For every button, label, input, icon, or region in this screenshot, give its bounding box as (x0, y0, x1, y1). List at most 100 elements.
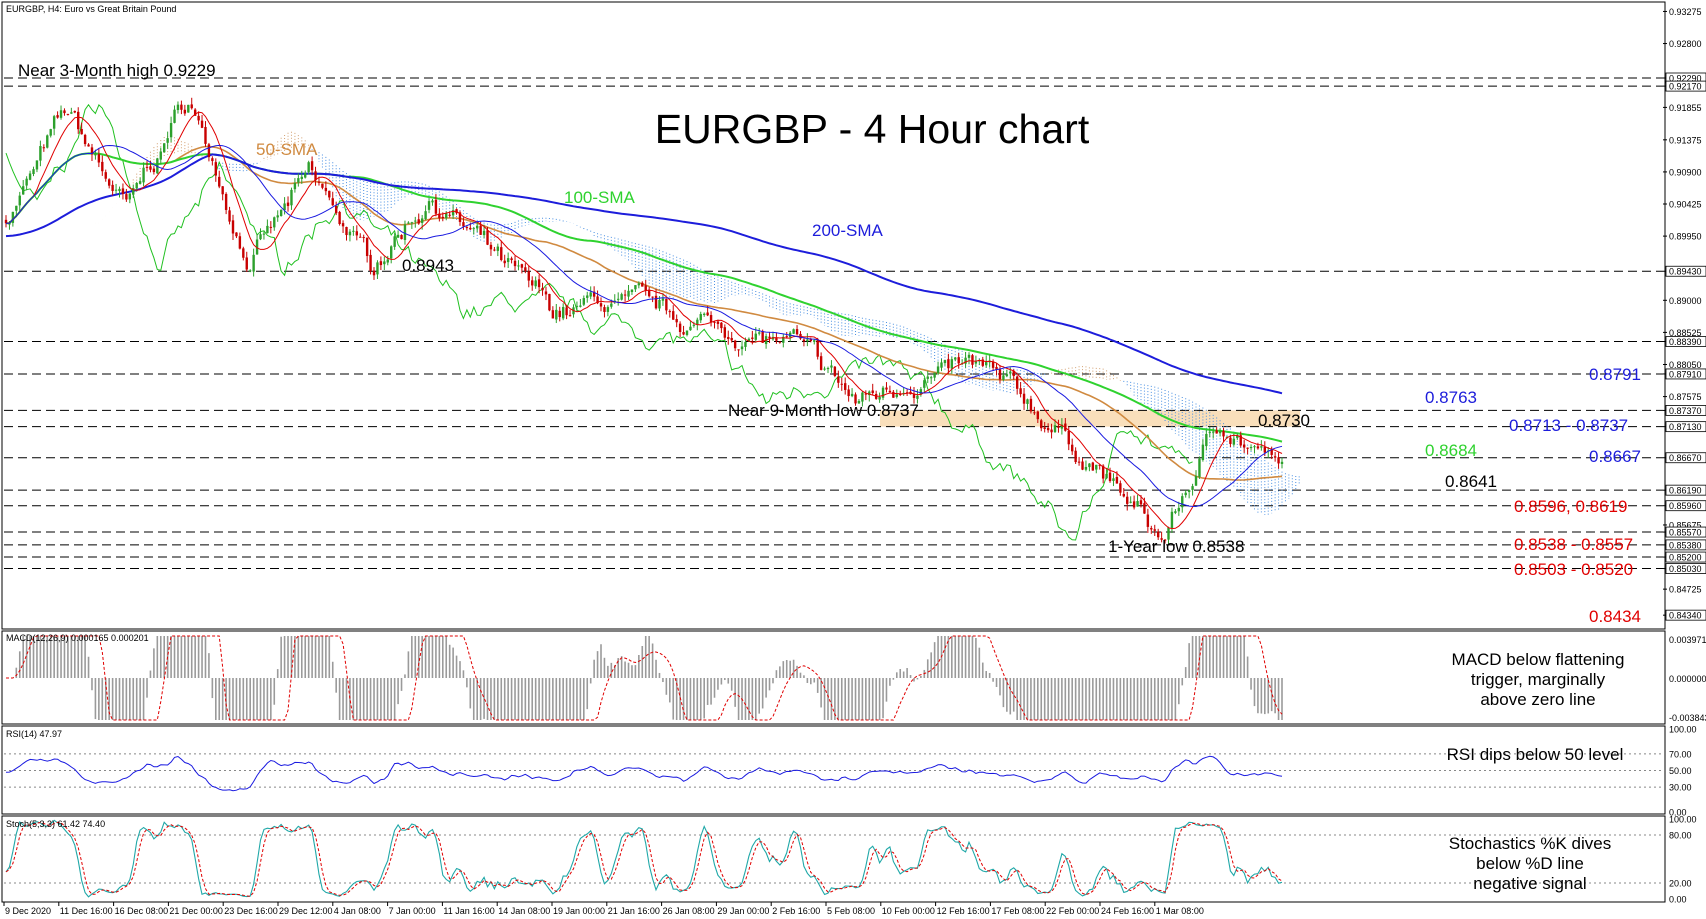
label-08763: 0.8763 (1425, 388, 1477, 407)
candle-body (740, 346, 744, 350)
y-tick-label: 0.85960 (1669, 501, 1702, 511)
candle-body (18, 195, 21, 206)
y-tick-label: 0.84725 (1669, 585, 1702, 595)
candle-body (668, 311, 671, 313)
y-tick-box (1665, 551, 1706, 563)
candle-body (606, 307, 610, 312)
candle-body (290, 189, 293, 206)
y-tick-box (1665, 484, 1706, 496)
candle-body (383, 261, 386, 265)
candle-body (118, 188, 121, 192)
candle-body (42, 147, 46, 149)
candle-body (403, 224, 407, 240)
candle-body (936, 366, 940, 374)
candle-body (974, 361, 978, 364)
candle-body (661, 298, 665, 301)
y-tick-box (1665, 563, 1706, 574)
stoch-d-line (5, 821, 1283, 897)
candle-body (548, 293, 551, 311)
candle-body (362, 237, 365, 239)
candle-body (334, 205, 338, 214)
x-tick-label: 1 Mar 08:00 (1156, 906, 1204, 916)
x-tick-label: 17 Feb 08:00 (991, 906, 1044, 916)
candle-body (15, 205, 18, 211)
candle-body (806, 339, 809, 342)
candle-body (926, 376, 929, 379)
candle-body (1253, 446, 1256, 448)
x-tick-label: 24 Feb 16:00 (1101, 906, 1154, 916)
macd-panel-frame (1, 630, 1666, 725)
candle-body (1019, 388, 1022, 395)
stoch-tick-label: 20.00 (1669, 879, 1692, 889)
y-tick-label: 0.90900 (1669, 167, 1702, 177)
candle-body (954, 357, 957, 360)
candle-body (830, 365, 833, 368)
candle-body (8, 223, 11, 225)
candle-body (304, 172, 307, 178)
candle-body (964, 357, 967, 364)
main-panel-frame (1, 1, 1666, 630)
chikou-path (5, 103, 1193, 541)
candle-body (1229, 437, 1232, 444)
candle-body (245, 257, 248, 270)
x-tick-label: 29 Dec 12:00 (279, 906, 333, 916)
stoch-header: Stoch(5,3,3) 61.42 74.40 (6, 819, 105, 829)
candle-body (1260, 446, 1263, 448)
candle-body (1236, 435, 1239, 438)
candle-body (252, 254, 255, 272)
candle-body (262, 233, 266, 235)
candle-body (1242, 444, 1246, 448)
candle-body (352, 230, 355, 232)
candle-body (1201, 444, 1205, 460)
candle-body (730, 337, 733, 341)
candle-body (589, 292, 592, 297)
candle-body (224, 193, 228, 210)
candle-body (967, 354, 971, 358)
candle-body (888, 390, 892, 393)
candle-body (823, 368, 826, 370)
kijun-line (5, 144, 1283, 508)
candle-body (1156, 531, 1160, 538)
candle-body (28, 173, 32, 180)
candle-body (200, 120, 204, 128)
candle-body (114, 189, 118, 191)
x-tick-label: 12 Feb 16:00 (937, 906, 990, 916)
y-tick-label: 0.93275 (1669, 7, 1702, 17)
candle-body (991, 361, 995, 368)
candle-body (235, 232, 238, 237)
candle-body (39, 146, 42, 161)
candle-body (489, 244, 493, 250)
candle-body (675, 319, 678, 323)
candle-body (376, 262, 379, 275)
candle-body (1136, 501, 1139, 507)
candle-body (410, 222, 414, 224)
candle-body (63, 110, 66, 114)
candle-body (929, 377, 933, 379)
candle-body (895, 394, 898, 397)
candle-body (472, 228, 475, 230)
candle-body (149, 166, 152, 170)
candle-body (500, 247, 503, 261)
candle-body (1194, 475, 1198, 486)
candle-body (434, 199, 438, 214)
candle-body (933, 372, 936, 378)
sma50-line (5, 145, 1283, 481)
candle-body (255, 239, 259, 255)
candles (4, 97, 1284, 545)
candle-body (678, 323, 682, 333)
stoch-tick-label: 100.00 (1669, 815, 1697, 825)
candle-body (517, 265, 520, 267)
x-tick-label: 21 Dec 00:00 (169, 906, 223, 916)
candle-body (169, 123, 173, 138)
candle-body (1009, 371, 1012, 374)
candle-body (868, 391, 871, 396)
candle-body (644, 285, 647, 291)
candle-body (214, 162, 218, 176)
candle-body (1081, 461, 1084, 470)
candle-body (128, 193, 132, 200)
candle-body (634, 285, 637, 290)
rsi-tick-label: 0.00 (1669, 808, 1687, 818)
candle-body (1139, 500, 1143, 505)
y-tick-box (1665, 500, 1706, 512)
candle-body (21, 186, 25, 195)
